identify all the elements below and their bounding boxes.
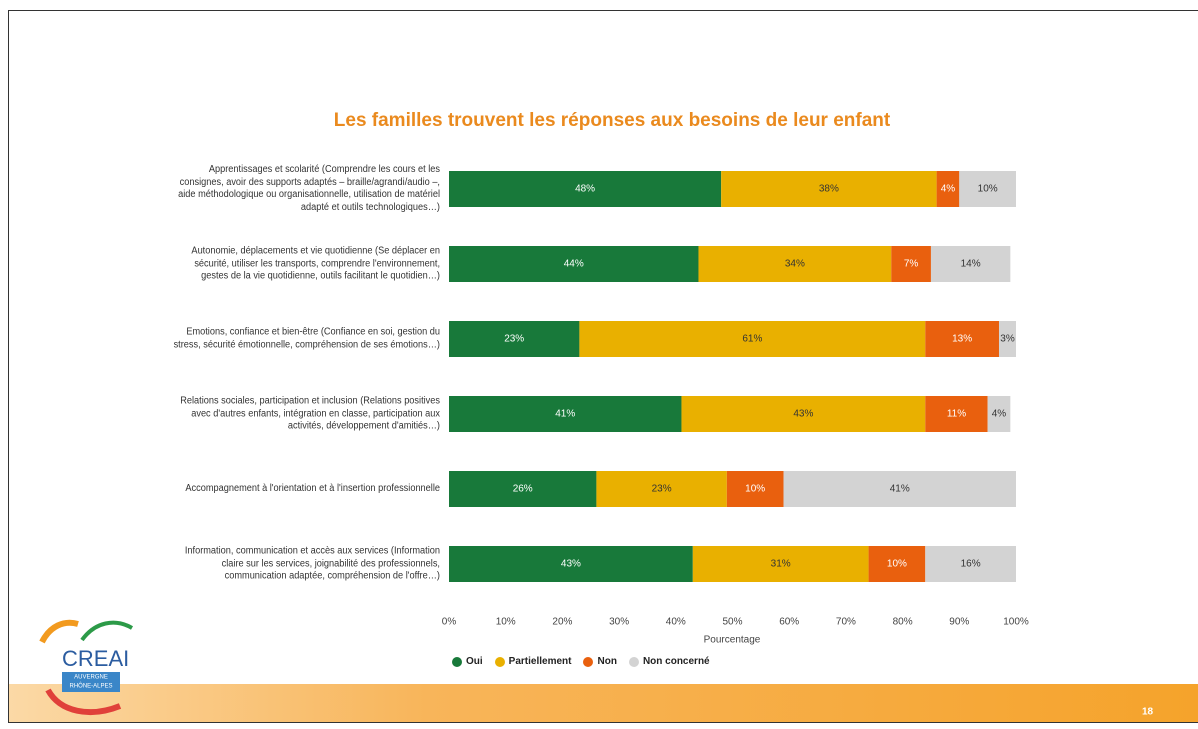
value-label: 31% [771, 559, 791, 570]
slide-number: 18 [1142, 707, 1154, 718]
logo-region: RHÔNE-ALPES [69, 683, 112, 690]
logo-region: AUVERGNE [74, 675, 108, 681]
legend-marker [452, 656, 462, 667]
x-tick-label: 100% [1003, 617, 1029, 628]
x-tick-label: 10% [496, 617, 516, 628]
x-tick-label: 70% [836, 617, 856, 628]
bar-segment [987, 396, 1011, 432]
bar-segment [579, 321, 926, 357]
value-label: 23% [504, 334, 524, 345]
legend-label: Oui [466, 656, 483, 667]
legend-label: Non concerné [642, 656, 710, 667]
bar-segment [692, 546, 869, 582]
category-label: Accompagnement à l'orientation et à l'in… [185, 482, 440, 494]
bar-segment [930, 246, 1011, 282]
legend: Oui Partiellement Non Non concerné [452, 656, 710, 667]
value-label: 4% [992, 409, 1007, 420]
value-label: 10% [978, 184, 998, 195]
bar-segment [726, 471, 784, 507]
value-label: 43% [561, 559, 581, 570]
logo-name: CREAI [62, 646, 129, 671]
chart-title: Les familles trouvent les réponses aux b… [334, 110, 891, 131]
category-label: Emotions, confiance et bien-être (Confia… [173, 326, 440, 351]
x-tick-label: 40% [666, 617, 686, 628]
legend-label: Partiellement [508, 656, 572, 667]
bar-segment [449, 246, 699, 282]
value-label: 4% [941, 184, 956, 195]
legend-label: Non [597, 656, 617, 667]
bar-segment [449, 321, 580, 357]
bar-segment [925, 321, 999, 357]
logo-arc [45, 688, 122, 715]
bar-segment [681, 396, 926, 432]
x-axis-label: Pourcentage [704, 635, 761, 646]
bar-segment [783, 471, 1016, 507]
value-label: 38% [819, 184, 839, 195]
value-label: 14% [961, 259, 981, 270]
value-label: 26% [513, 484, 533, 495]
bar-segment [959, 171, 1016, 207]
bar-segment [596, 471, 727, 507]
value-label: 11% [947, 409, 966, 420]
value-label: 43% [793, 409, 813, 420]
bar-segment [925, 396, 988, 432]
x-tick-label: 90% [949, 617, 969, 628]
category-label: Apprentissages et scolarité (Comprendre … [178, 164, 440, 213]
category-label: Autonomie, déplacements et vie quotidien… [191, 245, 440, 282]
bar-segment [998, 321, 1016, 357]
value-label: 7% [904, 259, 919, 270]
bar-segment [936, 171, 960, 207]
bar-segment [721, 171, 937, 207]
legend-item: Non [583, 656, 617, 667]
value-label: 34% [785, 259, 805, 270]
value-label: 41% [555, 409, 575, 420]
bar-segment [449, 171, 722, 207]
logo-arc [39, 619, 79, 644]
bar-segment [891, 246, 931, 282]
bar-segment [449, 396, 682, 432]
value-label: 13% [952, 334, 972, 345]
value-label: 10% [745, 484, 765, 495]
x-tick-label: 30% [609, 617, 629, 628]
legend-marker [494, 656, 505, 667]
legend-marker [628, 656, 639, 667]
bar-segment [449, 546, 693, 582]
x-tick-label: 50% [722, 617, 742, 628]
logo-arc [80, 620, 134, 642]
legend-item: Oui [452, 656, 483, 667]
value-label: 10% [887, 559, 907, 570]
footer-band [9, 684, 1198, 722]
bar-segment [925, 546, 1016, 582]
value-label: 23% [652, 484, 672, 495]
category-label: Relations sociales, participation et inc… [180, 395, 441, 432]
value-label: 41% [890, 484, 910, 495]
category-label: Information, communication et accès aux … [184, 545, 440, 582]
slide-border [8, 10, 1198, 723]
x-tick-label: 80% [893, 617, 913, 628]
value-label: 61% [742, 334, 762, 345]
bar-segment [449, 471, 597, 507]
value-label: 16% [961, 559, 981, 570]
legend-item: Partiellement [494, 656, 572, 667]
legend-item: Non concerné [628, 656, 710, 667]
value-label: 44% [564, 259, 584, 270]
bar-segment [868, 546, 926, 582]
x-tick-label: 20% [552, 617, 572, 628]
value-label: 3% [1000, 334, 1015, 345]
x-tick-label: 0% [442, 617, 457, 628]
legend-marker [583, 656, 594, 667]
value-label: 48% [575, 184, 595, 195]
x-tick-label: 60% [779, 617, 799, 628]
bar-segment [698, 246, 892, 282]
logo-box [62, 672, 120, 692]
